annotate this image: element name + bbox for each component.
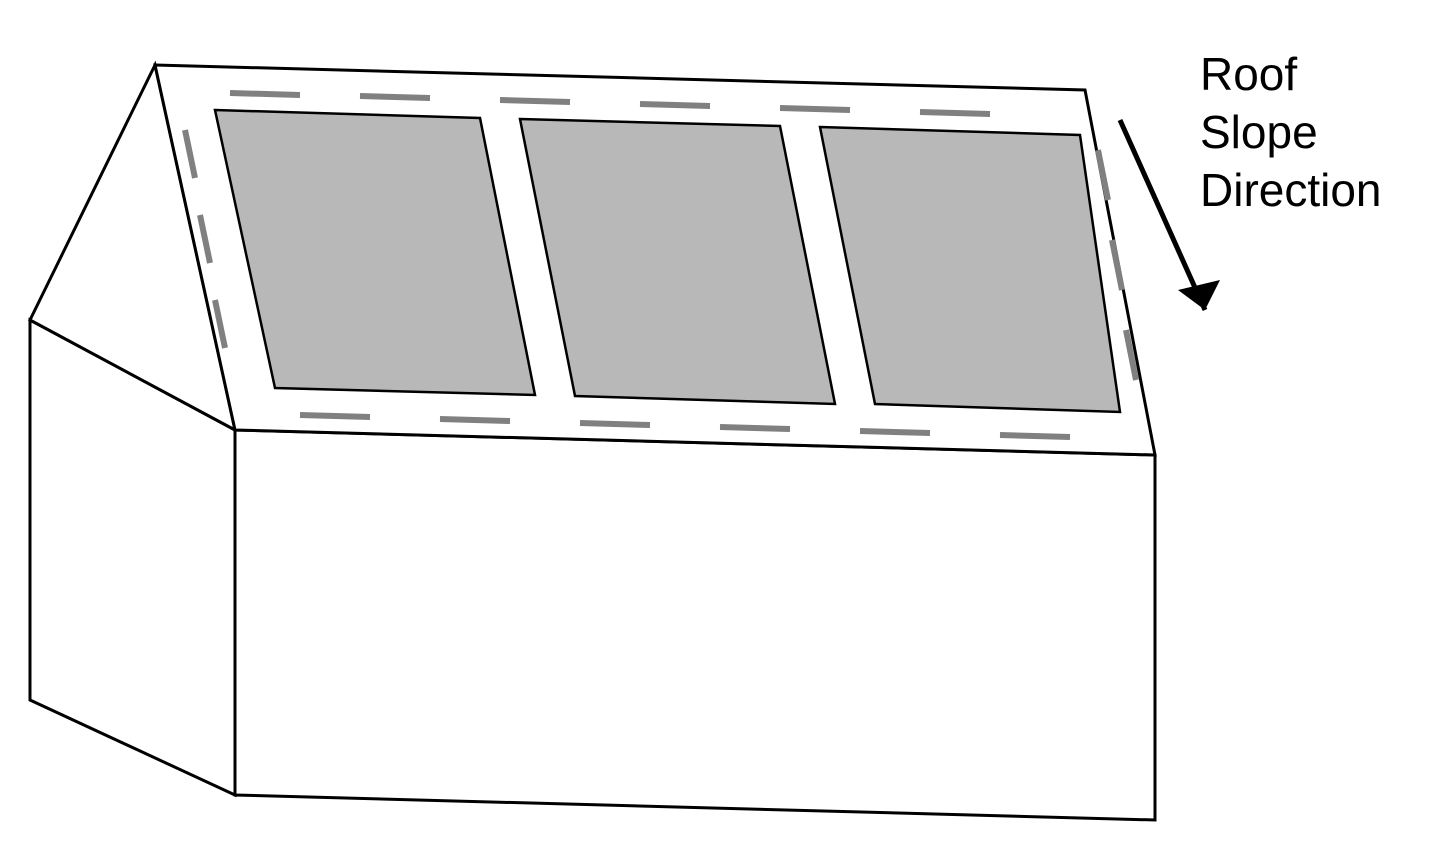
roof-panel	[520, 119, 835, 404]
dash-mark	[230, 93, 300, 95]
label-line: Direction	[1200, 164, 1382, 216]
slope-direction-label: Roof Slope Direction	[1200, 48, 1382, 216]
label-line: Slope	[1200, 106, 1318, 158]
dash-mark	[640, 104, 710, 106]
arrow-shaft	[1120, 120, 1205, 310]
dash-mark	[440, 419, 510, 421]
roof-slope-diagram: Roof Slope Direction	[0, 0, 1453, 848]
dash-mark	[1000, 435, 1070, 437]
dash-mark	[500, 100, 570, 102]
arrow-head-icon	[1178, 280, 1220, 310]
dash-mark	[580, 423, 650, 425]
dash-mark	[300, 415, 370, 417]
dash-mark	[360, 96, 430, 98]
roof-panels	[215, 110, 1120, 412]
dash-mark	[720, 427, 790, 429]
dash-mark	[920, 112, 990, 114]
label-line: Roof	[1200, 48, 1297, 100]
dash-mark	[780, 108, 850, 110]
front-wall	[235, 430, 1155, 820]
dash-mark	[860, 431, 930, 433]
